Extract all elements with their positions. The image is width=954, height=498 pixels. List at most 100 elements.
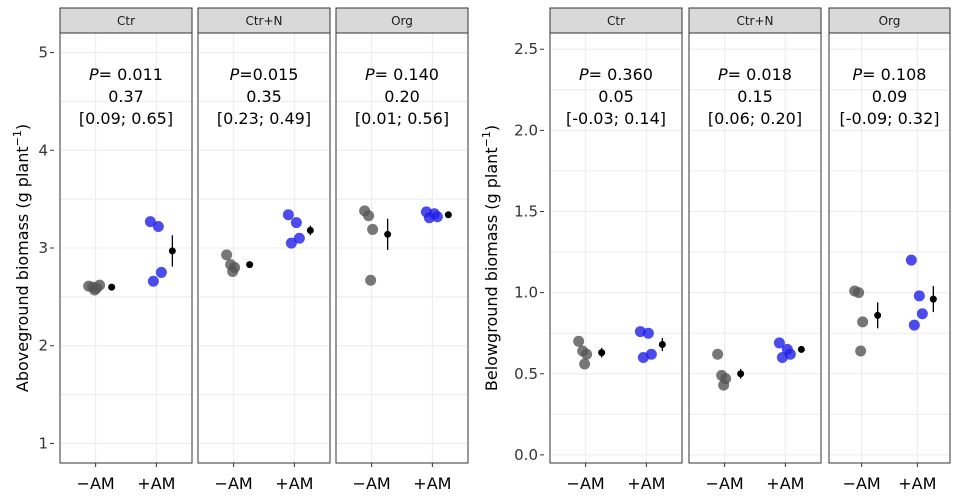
effect-size-annotation: 0.37	[108, 87, 144, 106]
panel-background	[689, 33, 821, 463]
facet-strip-label: Org	[879, 14, 901, 28]
facet-strip-label: Ctr+N	[736, 14, 773, 28]
y-tick-label: 1.5	[514, 202, 538, 220]
p-symbol: P	[853, 65, 863, 84]
y-tick-label: 5	[38, 44, 48, 62]
p-value-text: = 0.140	[375, 65, 439, 84]
mean-point-minus-am	[874, 311, 882, 319]
mean-point-plus-am	[444, 211, 452, 219]
p-value-annotation: P= 0.108	[853, 65, 927, 84]
x-tick-label: +AM	[275, 474, 313, 493]
data-point-plus-am	[144, 216, 156, 228]
y-tick-label: 0.0	[514, 446, 538, 464]
x-tick-label: −AM	[706, 474, 744, 493]
data-point-plus-am	[637, 352, 649, 364]
facet-strip-label: Ctr	[607, 14, 625, 28]
y-axis-title: Aboveground biomass (g plant−1)	[11, 124, 32, 392]
p-value-text: = 0.018	[728, 65, 792, 84]
data-point-minus-am	[573, 335, 585, 347]
confidence-interval-annotation: [0.23; 0.49]	[217, 109, 311, 128]
facet-strip-label: Org	[391, 14, 413, 28]
confidence-interval-annotation: [0.01; 0.56]	[355, 109, 449, 128]
effect-size-annotation: 0.09	[872, 87, 908, 106]
x-tick-label: +AM	[627, 474, 665, 493]
p-symbol: P	[230, 65, 240, 84]
confidence-interval-annotation: [-0.03; 0.14]	[566, 109, 666, 128]
data-point-minus-am	[227, 265, 239, 277]
panel-ctr: Ctr P= 0.360 0.05 [-0.03; 0.14] −AM +AM	[549, 7, 683, 493]
panel-background	[550, 33, 682, 463]
data-point-plus-am	[293, 232, 305, 244]
facet-strip	[59, 7, 193, 34]
mean-point-minus-am	[108, 283, 116, 291]
x-tick-label: −AM	[567, 474, 605, 493]
data-point-minus-am	[857, 316, 869, 328]
data-point-plus-am	[916, 308, 928, 320]
effect-size-annotation: 0.20	[384, 87, 420, 106]
x-tick-label: −AM	[843, 474, 881, 493]
p-value-annotation: P= 0.011	[89, 65, 163, 84]
confidence-interval-annotation: [0.09; 0.65]	[79, 109, 173, 128]
y-axis-title-superscript: −1	[480, 131, 493, 147]
panel-background	[829, 33, 950, 463]
p-value-text: =0.015	[239, 65, 298, 84]
panel-org: Org P= 0.140 0.20 [0.01; 0.56] −AM +AM	[335, 7, 469, 493]
p-symbol: P	[718, 65, 728, 84]
x-tick-label: +AM	[766, 474, 804, 493]
p-value-annotation: P= 0.360	[579, 65, 653, 84]
data-point-minus-am	[367, 223, 379, 235]
x-tick-label: +AM	[898, 474, 936, 493]
p-value-annotation: P= 0.140	[365, 65, 439, 84]
p-value-text: = 0.011	[99, 65, 163, 84]
p-value-text: = 0.108	[862, 65, 926, 84]
data-point-plus-am	[908, 319, 920, 331]
facet-strip	[335, 7, 469, 34]
confidence-interval-annotation: [-0.09; 0.32]	[840, 109, 940, 128]
y-axis-title-close: )	[13, 124, 32, 130]
facet-strip-label: Ctr	[117, 14, 135, 28]
mean-point-minus-am	[598, 349, 606, 357]
y-axis-title-text: Aboveground biomass (g plant	[13, 146, 32, 392]
data-point-plus-am	[773, 337, 785, 349]
data-point-plus-am	[905, 254, 917, 266]
mean-point-plus-am	[797, 345, 805, 353]
mean-point-plus-am	[929, 295, 937, 303]
y-axis-title-text: Belowground biomass (g plant	[482, 147, 501, 391]
data-point-minus-am	[581, 348, 593, 360]
mean-point-plus-am	[658, 341, 666, 349]
data-point-plus-am	[776, 352, 788, 364]
mean-point-plus-am	[168, 247, 176, 255]
y-tick-label: 2.0	[514, 121, 538, 139]
data-point-plus-am	[285, 237, 297, 249]
data-point-minus-am	[853, 287, 865, 299]
data-point-minus-am	[718, 379, 730, 391]
panel-ctr-plus-n: Ctr+N P=0.015 0.35 [0.23; 0.49] −AM +AM	[197, 7, 331, 493]
data-point-minus-am	[712, 348, 724, 360]
effect-size-annotation: 0.35	[246, 87, 282, 106]
data-point-minus-am	[221, 249, 233, 261]
data-point-plus-am	[423, 212, 435, 224]
data-point-minus-am	[363, 210, 375, 222]
y-axis-title: Belowground biomass (g plant−1)	[480, 125, 501, 391]
panel-org: Org P= 0.108 0.09 [-0.09; 0.32] −AM +AM	[828, 7, 951, 493]
confidence-interval-annotation: [0.06; 0.20]	[708, 109, 802, 128]
data-point-plus-am	[282, 209, 294, 221]
p-symbol: P	[89, 65, 99, 84]
mean-point-plus-am	[306, 226, 314, 234]
y-axis-title-superscript: −1	[11, 130, 24, 146]
data-point-plus-am	[290, 217, 302, 229]
p-value-text: = 0.360	[589, 65, 653, 84]
panel-ctr: Ctr P= 0.011 0.37 [0.09; 0.65] −AM +AM	[59, 7, 193, 493]
data-point-plus-am	[152, 221, 164, 232]
aboveground-chart: 1 2 3 4 5 Aboveground biomass (g plant−1) Ctr P…	[11, 7, 469, 493]
p-symbol: P	[579, 65, 589, 84]
data-point-minus-am	[94, 279, 106, 291]
data-point-plus-am	[147, 275, 159, 287]
data-point-plus-am	[913, 290, 925, 302]
y-axis-title-close: )	[482, 125, 501, 131]
y-tick-label: 1	[38, 434, 48, 452]
facet-strip	[828, 7, 951, 34]
x-tick-label: +AM	[137, 474, 175, 493]
y-tick-label: 2	[38, 337, 48, 355]
